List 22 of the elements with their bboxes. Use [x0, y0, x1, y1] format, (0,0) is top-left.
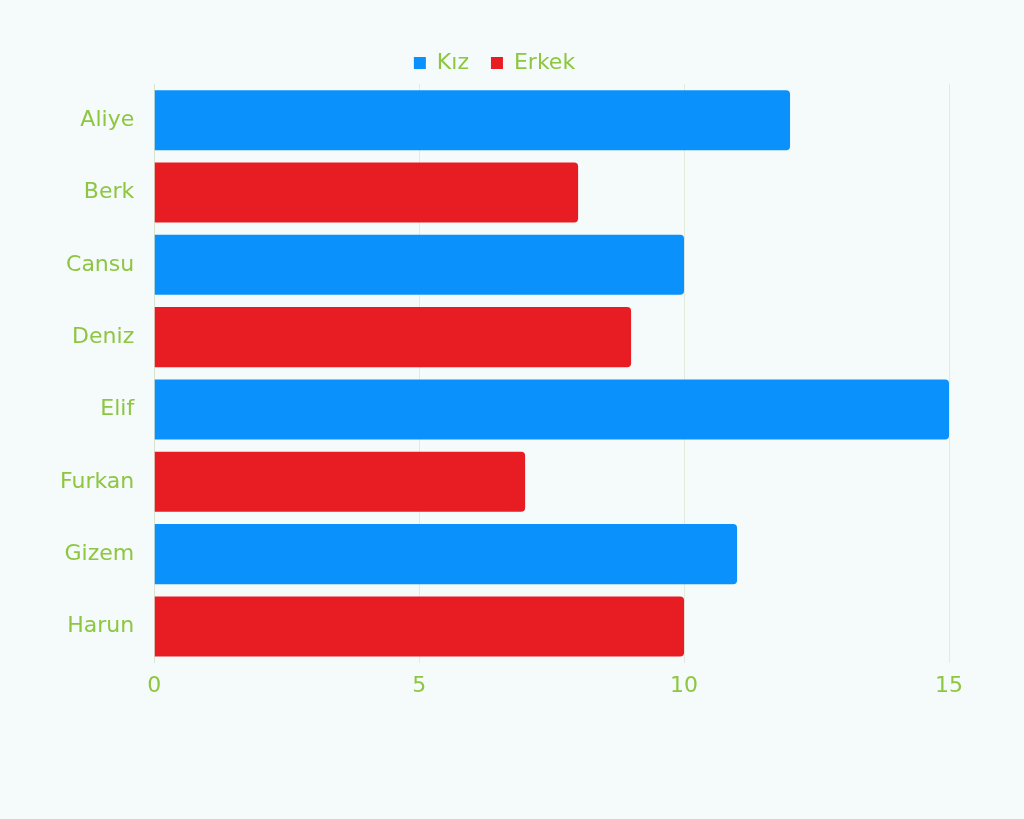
y-tick-label: Deniz: [72, 322, 135, 348]
y-tick-label: Elif: [100, 395, 136, 421]
y-tick-label: Berk: [83, 178, 135, 204]
y-tick-label: Harun: [67, 612, 135, 638]
bar: [154, 307, 632, 368]
bar: [154, 379, 949, 440]
y-tick-label: Aliye: [80, 105, 135, 131]
x-tick-label: 15: [935, 671, 963, 697]
y-tick-label: Cansu: [66, 250, 135, 276]
bar: [154, 234, 685, 295]
legend-label: Kız: [436, 48, 469, 74]
bar: [154, 524, 738, 585]
bar: [154, 90, 791, 151]
legend-label: Erkek: [513, 48, 576, 74]
y-tick-label: Furkan: [60, 467, 135, 493]
bar: [154, 162, 579, 223]
bar: [154, 451, 526, 512]
y-tick-label: Gizem: [64, 539, 135, 565]
x-tick-label: 0: [147, 671, 162, 697]
bar: [154, 596, 685, 657]
x-tick-label: 10: [670, 671, 699, 697]
x-tick-label: 5: [412, 671, 427, 697]
